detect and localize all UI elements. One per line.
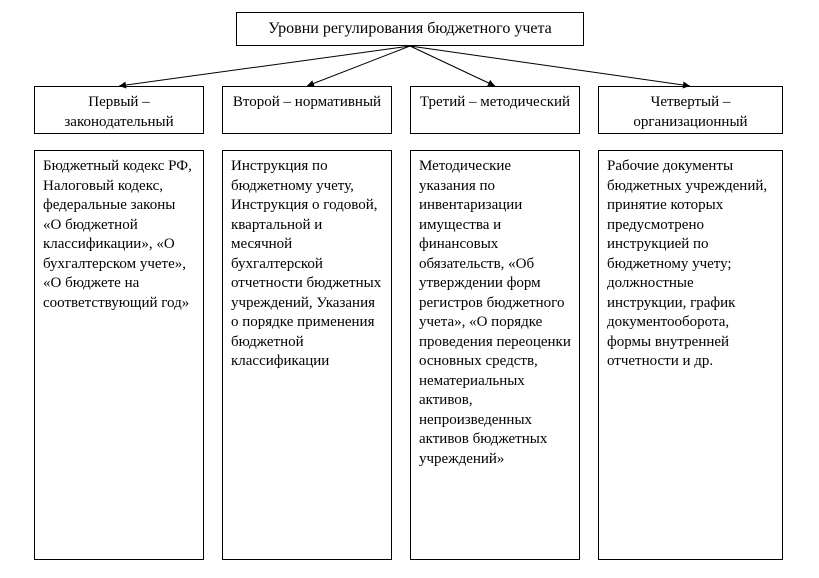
column-header-1: Первый – законодательный [34,86,204,134]
column-body-2: Инструкция по бюджетному учету, Инструкц… [222,150,392,560]
column-header-4: Четвертый – организационный [598,86,783,134]
diagram-canvas: Уровни регулирования бюджетного учета Пе… [0,0,819,578]
column-body-3: Методические указания по инвентаризации … [410,150,580,560]
column-body-1: Бюджетный кодекс РФ, Налоговый кодекс, ф… [34,150,204,560]
column-body-4: Рабочие документы бюджетных учреждений, … [598,150,783,560]
title-box: Уровни регулирования бюджетного учета [236,12,584,46]
column-header-3: Третий – методический [410,86,580,134]
column-header-2: Второй – нормативный [222,86,392,134]
